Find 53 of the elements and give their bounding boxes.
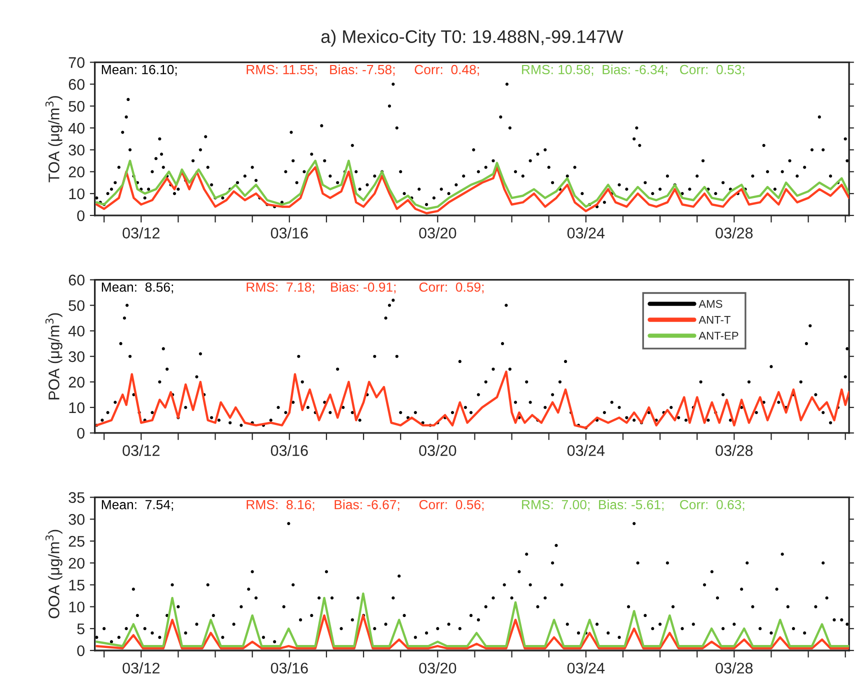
y-tick-label: 15 [69, 580, 84, 591]
annotation: Mean: 16.10; [102, 64, 177, 76]
legend-label: ANT-EP [698, 332, 738, 340]
annotation: Mean: 7.54; [102, 500, 174, 511]
x-tick-label: 03/20 [419, 227, 456, 238]
x-tick-label: 03/24 [567, 662, 605, 674]
x-tick-label: 03/20 [419, 444, 456, 456]
y-tick-label: 10 [69, 602, 84, 612]
y-tick-label: 0 [77, 210, 84, 222]
y-tick-label: 70 [68, 57, 84, 68]
y-tick-label: 10 [69, 188, 84, 200]
y-tick-label: 10 [69, 402, 84, 414]
x-tick-label: 03/28 [716, 227, 753, 238]
x-tick-label: 03/24 [567, 444, 605, 456]
y-tick-label: 0 [77, 645, 84, 656]
y-axis-title: OOA (μg/m$^{3}$) [45, 530, 62, 618]
chart-title: a) Mexico-City T0: 19.488N,-99.147W [321, 30, 624, 47]
annotation: RMS: 7.18; Bias: -0.91; Corr: 0.59; [246, 282, 484, 294]
x-tick-label: 03/12 [122, 662, 160, 674]
x-tick-label: 03/28 [716, 662, 753, 674]
annotation: RMS: 8.16; Bias: -6.67; Corr: 0.56; [246, 500, 484, 511]
y-tick-label: 35 [68, 492, 84, 503]
y-tick-label: 20 [68, 376, 84, 388]
x-tick-label: 03/20 [419, 662, 456, 674]
annotation: RMS: 10.58; Bias: -6.34; Corr: 0.53; [522, 64, 744, 76]
x-tick-label: 03/16 [270, 662, 308, 674]
x-tick-label: 03/12 [122, 444, 160, 456]
y-tick-label: 20 [68, 558, 84, 569]
y-axis-title: TOA (μg/m$^{3}$) [45, 96, 62, 182]
y-tick-label: 30 [68, 144, 84, 156]
legend-label: AMS [698, 300, 722, 308]
y-tick-label: 30 [68, 351, 84, 362]
y-tick-label: 0 [77, 428, 84, 439]
y-tick-label: 60 [68, 79, 84, 90]
y-tick-label: 20 [68, 166, 84, 178]
y-tick-label: 30 [68, 514, 84, 525]
y-axis-title: POA (μg/m$^{3}$) [45, 313, 62, 400]
x-tick-label: 03/16 [270, 444, 308, 456]
y-tick-label: 5 [77, 624, 84, 634]
x-tick-label: 03/28 [716, 444, 753, 456]
y-tick-label: 25 [68, 536, 84, 547]
y-tick-label: 40 [68, 326, 84, 337]
y-tick-label: 40 [68, 122, 84, 134]
annotation: RMS: 11.55; Bias: -7.58; Corr: 0.48; [246, 64, 479, 76]
y-tick-label: 60 [68, 274, 84, 286]
annotation: Mean: 8.56; [102, 282, 174, 294]
legend-label: ANT-T [698, 316, 731, 324]
x-tick-label: 03/12 [122, 227, 160, 238]
y-tick-label: 50 [68, 100, 84, 112]
y-tick-label: 50 [68, 300, 84, 312]
x-tick-label: 03/24 [567, 227, 605, 238]
annotation: RMS: 7.00; Bias: -5.61; Corr: 0.63; [522, 500, 744, 511]
x-tick-label: 03/16 [270, 227, 308, 238]
